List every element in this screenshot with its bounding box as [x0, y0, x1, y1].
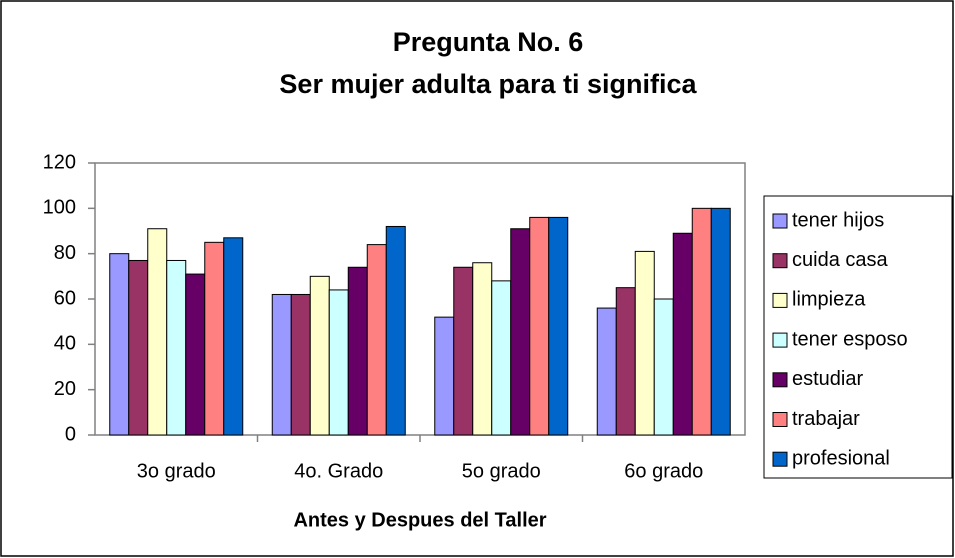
y-tick-label: 60	[54, 287, 76, 309]
bar	[691, 207, 712, 436]
bar	[109, 253, 130, 436]
legend-label: tener esposo	[792, 328, 908, 350]
x-tick-label: 4o. Grado	[294, 460, 383, 482]
legend-label: profesional	[792, 447, 890, 469]
legend-label: trabajar	[792, 408, 860, 430]
x-tick-label: 3o grado	[137, 460, 216, 482]
y-tick-label: 120	[43, 151, 76, 173]
y-tick-label: 40	[54, 333, 76, 355]
chart-subtitle: Ser mujer adulta para ti significa	[279, 69, 697, 99]
bar	[147, 228, 168, 436]
legend-swatch	[772, 292, 788, 308]
bar	[347, 266, 368, 436]
bar	[434, 316, 455, 436]
bar	[596, 307, 617, 436]
y-tick-label: 0	[65, 423, 76, 445]
legend-swatch	[772, 213, 788, 229]
x-tick-label: 5o grado	[462, 460, 541, 482]
legend-swatch	[772, 412, 788, 427]
legend-label: cuida casa	[792, 249, 888, 271]
bar	[366, 244, 387, 436]
y-tick-label: 100	[43, 197, 76, 219]
bar	[548, 216, 569, 436]
legend-label: estudiar	[792, 368, 863, 390]
bar	[223, 237, 244, 436]
x-axis-title: Antes y Despues del Taller	[293, 509, 546, 531]
legend-swatch	[772, 253, 788, 269]
bar	[328, 289, 349, 436]
bar	[491, 280, 512, 436]
bar	[290, 293, 311, 436]
legend-label: limpieza	[792, 289, 866, 311]
bar	[271, 293, 292, 436]
legend-swatch	[772, 451, 788, 467]
legend-label: tener hijos	[792, 209, 884, 231]
y-tick-label: 80	[54, 242, 76, 264]
bar	[472, 262, 493, 436]
bar	[710, 207, 731, 436]
x-tick-label: 6o grado	[624, 460, 703, 482]
bar	[510, 228, 531, 436]
y-tick-label: 20	[54, 378, 76, 400]
legend-swatch	[772, 372, 788, 388]
bar	[128, 259, 149, 436]
bar	[529, 216, 550, 436]
chart-title: Pregunta No. 6	[393, 27, 584, 57]
bar	[309, 275, 330, 436]
bar	[634, 250, 655, 436]
bar	[615, 287, 636, 436]
bar	[672, 232, 693, 436]
bar	[385, 225, 406, 436]
bar	[185, 273, 206, 436]
bar	[204, 241, 225, 436]
legend-swatch	[772, 332, 788, 348]
bar	[453, 266, 474, 436]
bar	[166, 259, 187, 436]
bar	[653, 298, 674, 436]
legend-box	[763, 195, 953, 479]
